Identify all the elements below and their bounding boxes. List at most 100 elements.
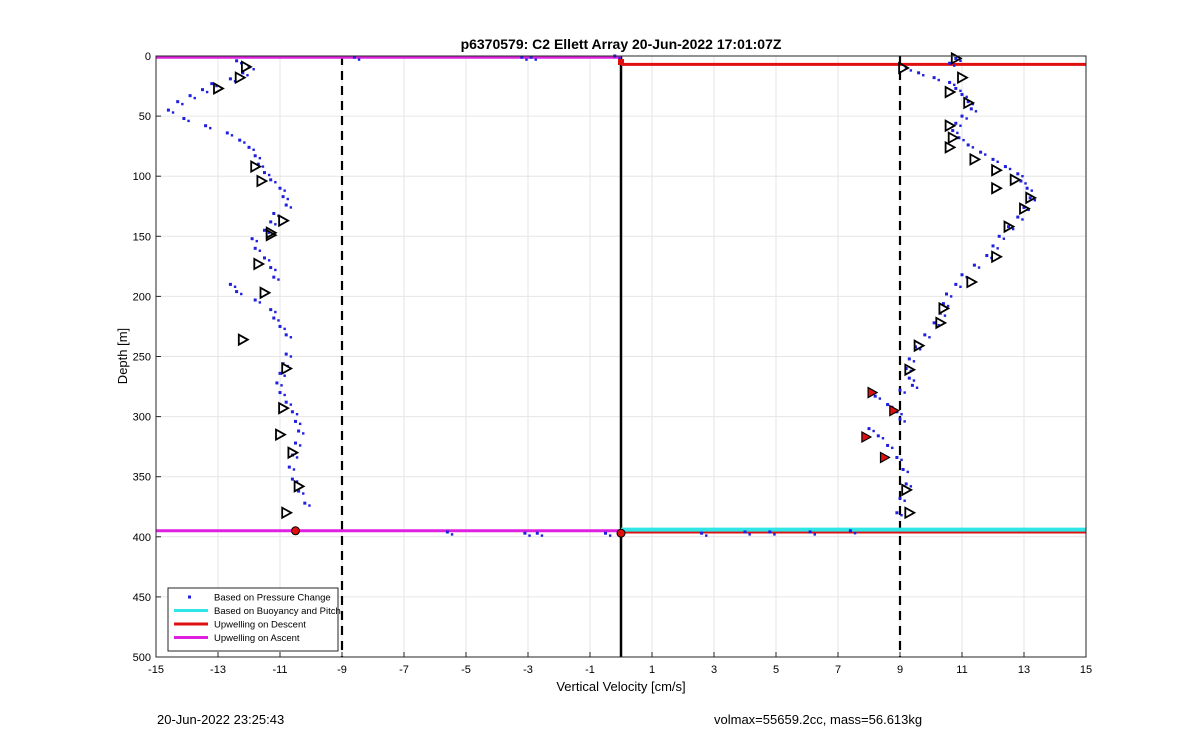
- triangle-marker: [1003, 220, 1016, 234]
- data-point: [959, 285, 962, 288]
- data-point: [182, 117, 186, 121]
- triangle-marker: [278, 214, 290, 228]
- data-point: [269, 266, 273, 270]
- data-point: [267, 231, 271, 234]
- data-point: [1016, 215, 1020, 219]
- data-point: [972, 263, 976, 267]
- triangle-marker: [898, 61, 910, 75]
- data-point: [284, 400, 288, 404]
- legend-swatch-dot: [188, 595, 191, 599]
- data-point: [808, 530, 812, 534]
- data-point: [274, 268, 277, 272]
- data-point: [252, 68, 255, 71]
- data-point: [272, 211, 276, 215]
- data-point: [953, 83, 956, 87]
- triangle-marker: [1019, 202, 1031, 216]
- data-point: [247, 145, 251, 149]
- triangle-marker: [253, 257, 266, 271]
- data-point: [608, 534, 612, 537]
- y-tick-label: 500: [133, 652, 151, 664]
- y-tick-label: 50: [139, 111, 151, 123]
- y-tick-label: 450: [133, 592, 151, 604]
- data-point: [873, 394, 877, 398]
- data-point: [912, 360, 916, 363]
- data-point: [445, 530, 449, 534]
- data-point: [1019, 179, 1023, 183]
- tick-layer: -15 -13 -11 -9 -7 -5 -3 -1 1 3 5 7 9 11 13 150501001502…: [133, 51, 1092, 676]
- data-point: [979, 150, 983, 154]
- descent-start-marker: [618, 59, 624, 66]
- triangle-marker: [935, 316, 948, 330]
- data-point: [166, 108, 170, 112]
- data-point: [188, 94, 192, 98]
- data-point: [241, 71, 245, 75]
- data-point: [289, 403, 293, 406]
- legend-box: [167, 587, 339, 652]
- data-point: [773, 533, 776, 536]
- triangle-marker: [944, 140, 957, 154]
- triangle-marker: [237, 333, 250, 347]
- data-point: [872, 429, 875, 433]
- x-tick-label: 5: [773, 664, 779, 676]
- data-point: [604, 531, 607, 535]
- data-point: [945, 292, 948, 296]
- x-tick-label: -13: [210, 664, 226, 676]
- data-point: [907, 376, 911, 380]
- data-point: [181, 102, 184, 106]
- data-point: [283, 327, 286, 331]
- triangle-marker: [234, 71, 247, 85]
- data-point: [996, 247, 999, 250]
- data-point: [909, 485, 913, 488]
- data-point: [903, 391, 906, 394]
- data-point: [886, 443, 890, 447]
- data-point: [768, 530, 772, 534]
- triangle-marker: [259, 286, 272, 300]
- data-point: [878, 397, 882, 400]
- data-point: [928, 336, 931, 339]
- data-point: [895, 511, 899, 515]
- data-point: [233, 285, 237, 288]
- data-point: [898, 496, 902, 500]
- data-point: [252, 148, 255, 151]
- data-point: [258, 301, 262, 304]
- data-point: [290, 410, 294, 414]
- data-point: [943, 314, 947, 317]
- data-point: [813, 533, 816, 536]
- data-point: [261, 165, 265, 168]
- data-point: [941, 302, 945, 306]
- legend-items: Based on Pressure Change Based on Buoyanc…: [174, 593, 341, 644]
- data-point: [263, 171, 266, 175]
- data-point: [283, 393, 286, 397]
- data-point: [618, 57, 621, 60]
- y-tick-label: 350: [133, 472, 151, 484]
- data-point: [991, 157, 995, 161]
- data-point: [1016, 172, 1020, 176]
- data-point: [743, 530, 747, 534]
- x-tick-label: 3: [711, 664, 717, 676]
- data-point: [302, 432, 305, 435]
- triangle-marker: [991, 163, 1003, 177]
- x-tick-label: -15: [148, 664, 164, 676]
- x-tick-label: -11: [272, 664, 287, 676]
- x-tick-label: 13: [1018, 664, 1030, 676]
- data-point: [910, 383, 914, 387]
- data-point: [904, 482, 908, 486]
- data-point: [977, 266, 981, 269]
- chart-title: p6370579: C2 Ellett Array 20-Jun-2022 17…: [461, 36, 782, 52]
- data-point: [705, 534, 708, 537]
- data-point: [1021, 218, 1024, 221]
- triangle-marker: [966, 275, 979, 289]
- data-point: [1011, 227, 1015, 231]
- data-point: [525, 58, 528, 61]
- triangle-marker: [275, 428, 287, 442]
- triangle-marker: [991, 181, 1003, 195]
- data-point: [258, 249, 262, 252]
- data-point: [225, 131, 229, 135]
- y-tick-label: 100: [133, 171, 151, 183]
- data-point: [948, 80, 952, 84]
- data-point: [912, 379, 916, 382]
- x-tick-label: 15: [1080, 664, 1092, 676]
- data-point: [895, 455, 899, 459]
- data-point: [997, 234, 1001, 238]
- data-point: [948, 61, 952, 65]
